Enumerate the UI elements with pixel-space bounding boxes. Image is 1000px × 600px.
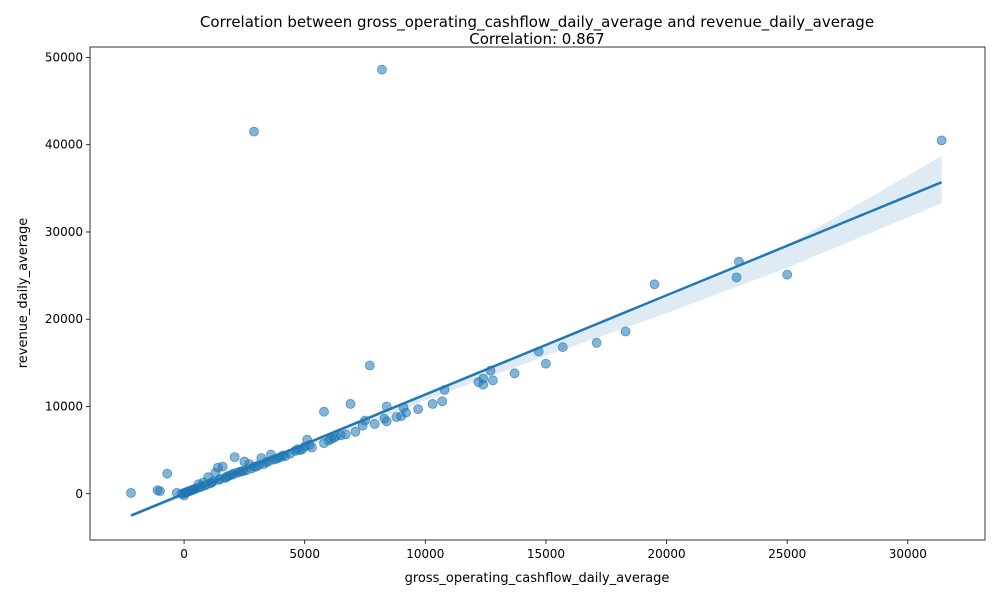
scatter-point — [319, 406, 329, 417]
scatter-point — [364, 360, 375, 371]
scatter-points — [126, 64, 947, 501]
scatter-point — [541, 358, 551, 369]
chart-subtitle: Correlation: 0.867 — [469, 30, 604, 48]
x-tick-label: 30000 — [889, 547, 927, 561]
scatter-point — [557, 342, 568, 353]
y-axis-ticks: 0 10000 20000 30000 40000 50000 — [45, 50, 90, 501]
y-axis-label: revenue_daily_average — [16, 218, 31, 369]
scatter-point — [427, 398, 438, 409]
scatter-point — [591, 337, 602, 348]
scatter-point — [229, 452, 240, 463]
scatter-point — [413, 404, 424, 415]
scatter-point — [782, 269, 793, 280]
scatter-point — [381, 416, 392, 427]
plot-frame — [89, 46, 986, 541]
scatter-point — [155, 486, 165, 497]
y-tick-label: 30000 — [45, 225, 83, 239]
x-tick-label: 0 — [180, 547, 188, 561]
scatter-point — [376, 64, 387, 75]
scatter-point — [396, 411, 407, 422]
scatter-point — [649, 279, 660, 290]
scatter-point — [319, 438, 329, 449]
x-tick-label: 25000 — [768, 547, 806, 561]
scatter-point — [437, 396, 448, 407]
y-tick-label: 0 — [75, 487, 83, 501]
chart-title: Correlation between gross_operating_cash… — [200, 13, 874, 32]
y-tick-label: 50000 — [45, 50, 83, 64]
y-tick-label: 40000 — [45, 138, 83, 152]
x-tick-label: 15000 — [527, 547, 565, 561]
scatter-point — [487, 375, 498, 386]
scatter-point — [345, 398, 356, 409]
x-tick-label: 20000 — [647, 547, 685, 561]
x-tick-label: 5000 — [289, 547, 320, 561]
x-axis-ticks: 0 5000 10000 15000 20000 25000 30000 — [180, 540, 927, 561]
plot-area — [89, 46, 986, 541]
scatter-point — [731, 272, 742, 283]
y-tick-label: 10000 — [45, 399, 83, 413]
x-axis-label: gross_operating_cashflow_daily_average — [405, 571, 670, 586]
x-tick-label: 10000 — [406, 547, 444, 561]
scatter-point — [620, 326, 631, 337]
scatter-point — [162, 468, 173, 479]
scatter-point — [126, 487, 136, 498]
scatter-point — [478, 379, 489, 390]
scatter-point — [509, 368, 520, 379]
scatter-point — [369, 418, 380, 429]
scatter-point — [249, 126, 259, 137]
y-tick-label: 20000 — [45, 312, 83, 326]
scatter-point — [936, 135, 947, 146]
scatter-point — [239, 456, 250, 467]
scatter-point — [350, 426, 361, 437]
regression-line — [130, 181, 943, 517]
